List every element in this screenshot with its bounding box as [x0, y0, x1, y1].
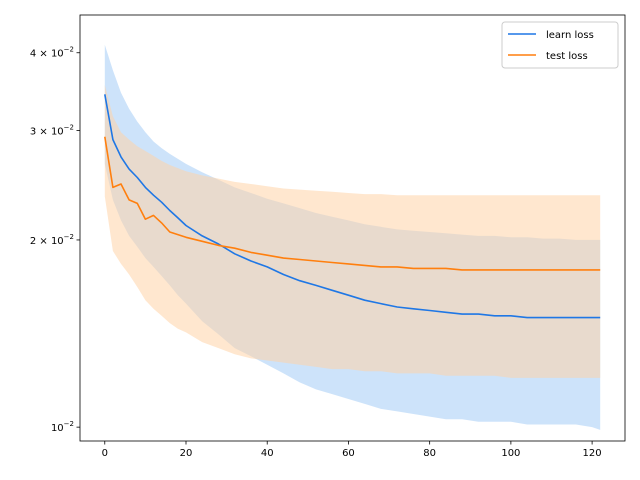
confidence-bands: [104, 44, 601, 430]
y-axis: 10−2 2 × 10−2 3 × 10−2 4 × 10−2: [30, 46, 80, 434]
series-lines: [104, 94, 601, 319]
x-tick-label: 0: [102, 448, 108, 459]
y-tick-label: 10−2: [51, 420, 74, 434]
legend-label: learn loss: [546, 30, 594, 41]
learn-loss-line: [104, 94, 601, 319]
legend: learn loss test loss: [501, 21, 619, 69]
axes-frame: [79, 14, 626, 442]
x-tick-label: 40: [261, 448, 274, 459]
legend-label: test loss: [546, 51, 588, 62]
test-loss-line: [104, 136, 601, 271]
y-tick-label: 2 × 10−2: [30, 233, 74, 247]
x-tick-label: 20: [180, 448, 193, 459]
x-tick-label: 100: [501, 448, 520, 459]
y-tick-label: 3 × 10−2: [30, 123, 74, 137]
x-tick-label: 120: [583, 448, 602, 459]
x-tick-label: 60: [342, 448, 355, 459]
x-axis: 0 20 40 60 80 100 120: [102, 441, 602, 459]
x-tick-label: 80: [423, 448, 436, 459]
test-loss-band: [104, 85, 601, 378]
y-tick-label: 4 × 10−2: [30, 46, 74, 60]
